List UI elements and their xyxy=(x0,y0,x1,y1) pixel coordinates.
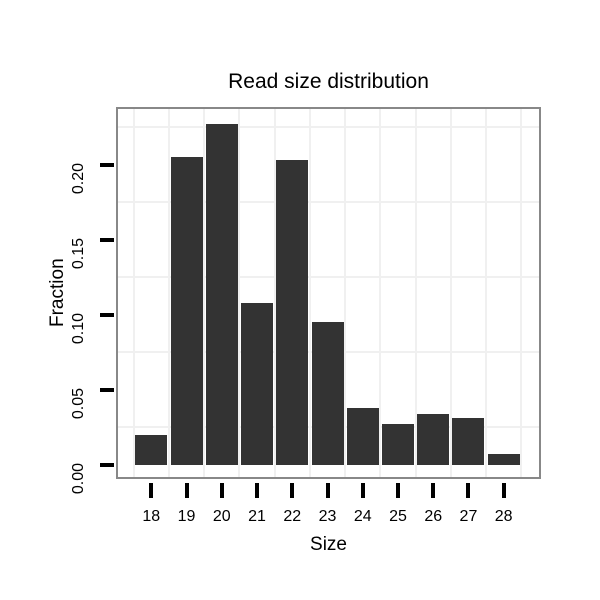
bar-25 xyxy=(381,424,414,465)
x-tick-label: 18 xyxy=(142,508,161,525)
gridline-minor-vertical xyxy=(308,109,311,477)
gridline-minor-vertical xyxy=(273,109,276,477)
y-tick-label: 0.15 xyxy=(70,237,87,269)
x-tick-label: 25 xyxy=(389,508,407,525)
y-tick xyxy=(100,237,114,242)
x-tick-label: 23 xyxy=(318,508,337,525)
x-tick xyxy=(395,483,400,498)
x-tick xyxy=(325,483,330,498)
x-tick xyxy=(149,483,154,498)
bar-18 xyxy=(135,434,168,465)
x-tick-label: 19 xyxy=(177,508,196,525)
bar-28 xyxy=(487,454,520,465)
x-tick xyxy=(290,483,295,498)
y-tick-label: 0.00 xyxy=(70,463,87,495)
gridline-minor-vertical xyxy=(203,109,206,477)
gridline-minor-vertical xyxy=(520,109,523,477)
x-tick xyxy=(219,483,224,498)
gridline-minor-vertical xyxy=(414,109,417,477)
gridline-minor-vertical xyxy=(344,109,347,477)
y-axis-title: Fraction xyxy=(47,258,68,328)
bar-20 xyxy=(205,124,238,465)
x-axis-title: Size xyxy=(310,534,347,555)
y-tick xyxy=(100,387,114,392)
bar-22 xyxy=(276,160,309,465)
bar-26 xyxy=(417,413,450,465)
x-tick-label: 20 xyxy=(212,508,231,525)
x-tick-label: 22 xyxy=(283,508,302,525)
gridline-minor-vertical xyxy=(449,109,452,477)
x-tick xyxy=(255,483,260,498)
x-tick-label: 27 xyxy=(459,508,478,525)
x-tick xyxy=(360,483,365,498)
y-tick-label: 0.10 xyxy=(70,312,87,345)
x-tick xyxy=(184,483,189,498)
chart-title: Read size distribution xyxy=(228,70,429,93)
bar-21 xyxy=(241,302,274,465)
bar-24 xyxy=(346,407,379,465)
x-tick-label: 24 xyxy=(353,508,372,525)
y-tick-label: 0.05 xyxy=(70,387,87,420)
y-tick xyxy=(100,463,114,467)
gridline-minor-vertical xyxy=(379,109,382,477)
x-tick xyxy=(501,483,506,498)
bar-19 xyxy=(170,157,203,465)
bar-27 xyxy=(452,418,485,465)
x-tick-label: 28 xyxy=(494,508,513,525)
x-tick xyxy=(431,483,436,498)
gridline-minor-vertical xyxy=(238,109,241,477)
x-tick-label: 21 xyxy=(248,508,266,525)
gridline-minor-horizontal xyxy=(118,201,539,204)
x-tick-label: 26 xyxy=(424,508,443,525)
y-tick xyxy=(100,312,114,317)
gridline-minor-vertical xyxy=(132,109,135,477)
bar-23 xyxy=(311,322,344,465)
gridline-minor-vertical xyxy=(485,109,488,477)
x-tick xyxy=(466,483,471,498)
gridline-minor-horizontal xyxy=(118,126,539,129)
y-tick xyxy=(100,162,114,167)
y-tick-label: 0.20 xyxy=(70,162,87,194)
gridline-minor-vertical xyxy=(167,109,170,477)
gridline-minor-horizontal xyxy=(118,276,539,279)
plot-panel xyxy=(116,107,541,479)
